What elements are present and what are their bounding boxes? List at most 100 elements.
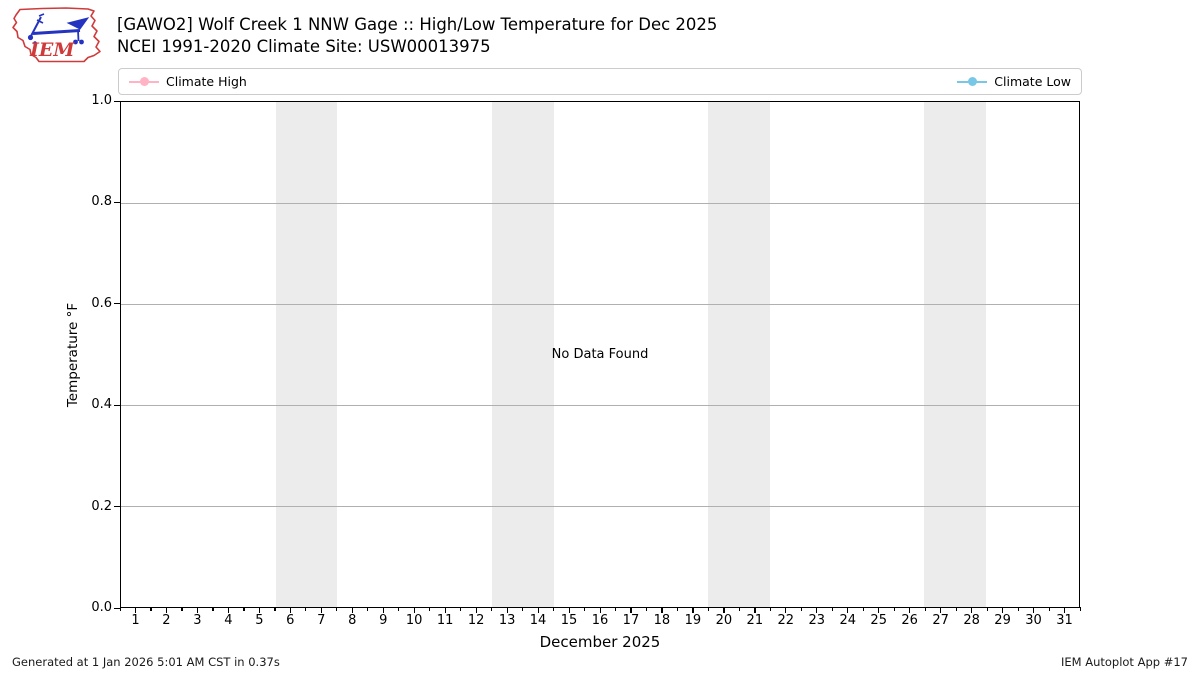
x-tick-label: 23 bbox=[808, 613, 826, 628]
title-block: [GAWO2] Wolf Creek 1 NNW Gage :: High/Lo… bbox=[117, 14, 717, 58]
legend: Climate High Climate Low bbox=[118, 68, 1082, 95]
x-tick-minor bbox=[645, 607, 648, 611]
weekend-band bbox=[275, 102, 338, 607]
x-tick-label: 21 bbox=[746, 613, 764, 628]
x-tick-minor bbox=[305, 607, 307, 611]
x-tick-minor bbox=[181, 607, 183, 611]
x-tick-label: 26 bbox=[901, 613, 918, 628]
climate-low-marker-icon bbox=[957, 77, 988, 86]
x-tick bbox=[630, 607, 632, 613]
x-tick-label: 10 bbox=[405, 613, 423, 628]
x-tick-minor bbox=[831, 607, 833, 611]
page-title: [GAWO2] Wolf Creek 1 NNW Gage :: High/Lo… bbox=[117, 15, 718, 34]
x-tick bbox=[165, 607, 168, 613]
x-tick-minor bbox=[336, 607, 338, 611]
x-tick-minor bbox=[738, 607, 741, 611]
x-tick-label: 27 bbox=[932, 613, 949, 628]
x-tick bbox=[847, 607, 849, 613]
iowa-outline-icon bbox=[12, 7, 101, 63]
x-tick bbox=[971, 607, 973, 613]
x-tick-minor bbox=[1079, 607, 1081, 611]
legend-label-climate-low: Climate Low bbox=[994, 74, 1071, 89]
legend-item-climate-high: Climate High bbox=[129, 74, 247, 89]
x-tick-minor bbox=[614, 607, 617, 611]
x-tick-minor bbox=[243, 607, 245, 611]
y-tick bbox=[114, 404, 120, 406]
x-tick-label: 1 bbox=[131, 613, 140, 628]
x-tick bbox=[196, 607, 199, 613]
x-tick-label: 25 bbox=[870, 613, 887, 628]
gridline bbox=[121, 203, 1079, 204]
x-tick bbox=[723, 607, 725, 613]
weekend-band bbox=[491, 102, 554, 607]
x-tick-minor bbox=[862, 607, 864, 611]
y-tick-label: 0.2 bbox=[91, 498, 112, 514]
x-tick-label: 30 bbox=[1025, 613, 1042, 628]
x-tick-label: 24 bbox=[839, 613, 856, 628]
no-data-text: No Data Found bbox=[551, 347, 649, 362]
x-tick-label: 29 bbox=[994, 613, 1011, 628]
x-tick-label: 13 bbox=[498, 613, 516, 628]
x-tick-minor bbox=[924, 607, 926, 611]
x-tick-label: 11 bbox=[436, 613, 454, 628]
x-tick bbox=[878, 607, 880, 613]
x-tick-minor bbox=[1017, 607, 1019, 611]
x-tick-label: 6 bbox=[286, 613, 295, 628]
legend-label-climate-high: Climate High bbox=[166, 74, 247, 89]
gridline bbox=[121, 304, 1079, 305]
x-tick bbox=[1033, 607, 1035, 613]
legend-dot-low bbox=[967, 77, 977, 86]
x-tick-minor bbox=[429, 607, 431, 611]
x-tick bbox=[382, 607, 384, 613]
page-subtitle: NCEI 1991-2020 Climate Site: USW00013975 bbox=[117, 37, 491, 56]
x-tick-minor bbox=[769, 607, 771, 611]
x-tick bbox=[134, 607, 137, 613]
x-tick-label: 17 bbox=[622, 613, 640, 628]
x-tick bbox=[351, 607, 353, 613]
x-tick bbox=[227, 607, 230, 613]
footer-app-text: IEM Autoplot App #17 bbox=[1060, 655, 1188, 669]
x-tick-minor bbox=[367, 607, 369, 611]
x-tick bbox=[444, 607, 446, 613]
x-tick-minor bbox=[800, 607, 802, 611]
x-tick-minor bbox=[553, 607, 555, 611]
gridline bbox=[121, 506, 1079, 507]
plot-area: No Data Found bbox=[120, 101, 1080, 608]
x-tick-minor bbox=[460, 607, 462, 611]
x-tick bbox=[413, 607, 415, 613]
x-tick bbox=[754, 607, 756, 613]
y-tick bbox=[114, 100, 120, 102]
x-tick bbox=[940, 607, 942, 613]
x-tick-label: 4 bbox=[224, 613, 233, 628]
x-tick bbox=[258, 607, 261, 613]
legend-dot-high bbox=[139, 77, 149, 86]
y-tick-label: 1.0 bbox=[91, 93, 112, 108]
x-tick-minor bbox=[955, 607, 957, 611]
x-tick-label: 8 bbox=[348, 613, 357, 628]
y-tick bbox=[114, 201, 120, 204]
x-tick-label: 15 bbox=[560, 613, 578, 628]
x-tick bbox=[537, 607, 539, 613]
x-tick-label: 28 bbox=[963, 613, 980, 628]
legend-item-climate-low: Climate Low bbox=[957, 74, 1071, 89]
x-tick bbox=[816, 607, 818, 613]
x-tick bbox=[1002, 607, 1004, 613]
x-tick bbox=[692, 607, 694, 613]
y-axis-label: Temperature °F bbox=[65, 302, 81, 408]
x-tick-minor bbox=[491, 607, 493, 611]
x-tick bbox=[1064, 607, 1066, 613]
x-tick-label: 7 bbox=[317, 613, 326, 628]
x-tick-minor bbox=[119, 607, 121, 611]
x-tick-minor bbox=[893, 607, 895, 611]
x-tick bbox=[475, 607, 477, 613]
y-tick-label: 0.6 bbox=[91, 295, 112, 311]
x-tick-minor bbox=[986, 607, 988, 611]
weather-vane-icon bbox=[27, 13, 90, 45]
x-tick bbox=[506, 607, 508, 613]
logo-text: IEM bbox=[29, 39, 75, 61]
footer-generated-text: Generated at 1 Jan 2026 5:01 AM CST in 0… bbox=[12, 655, 280, 669]
x-tick-minor bbox=[212, 607, 214, 611]
x-tick-minor bbox=[522, 607, 524, 611]
x-tick bbox=[320, 607, 322, 613]
